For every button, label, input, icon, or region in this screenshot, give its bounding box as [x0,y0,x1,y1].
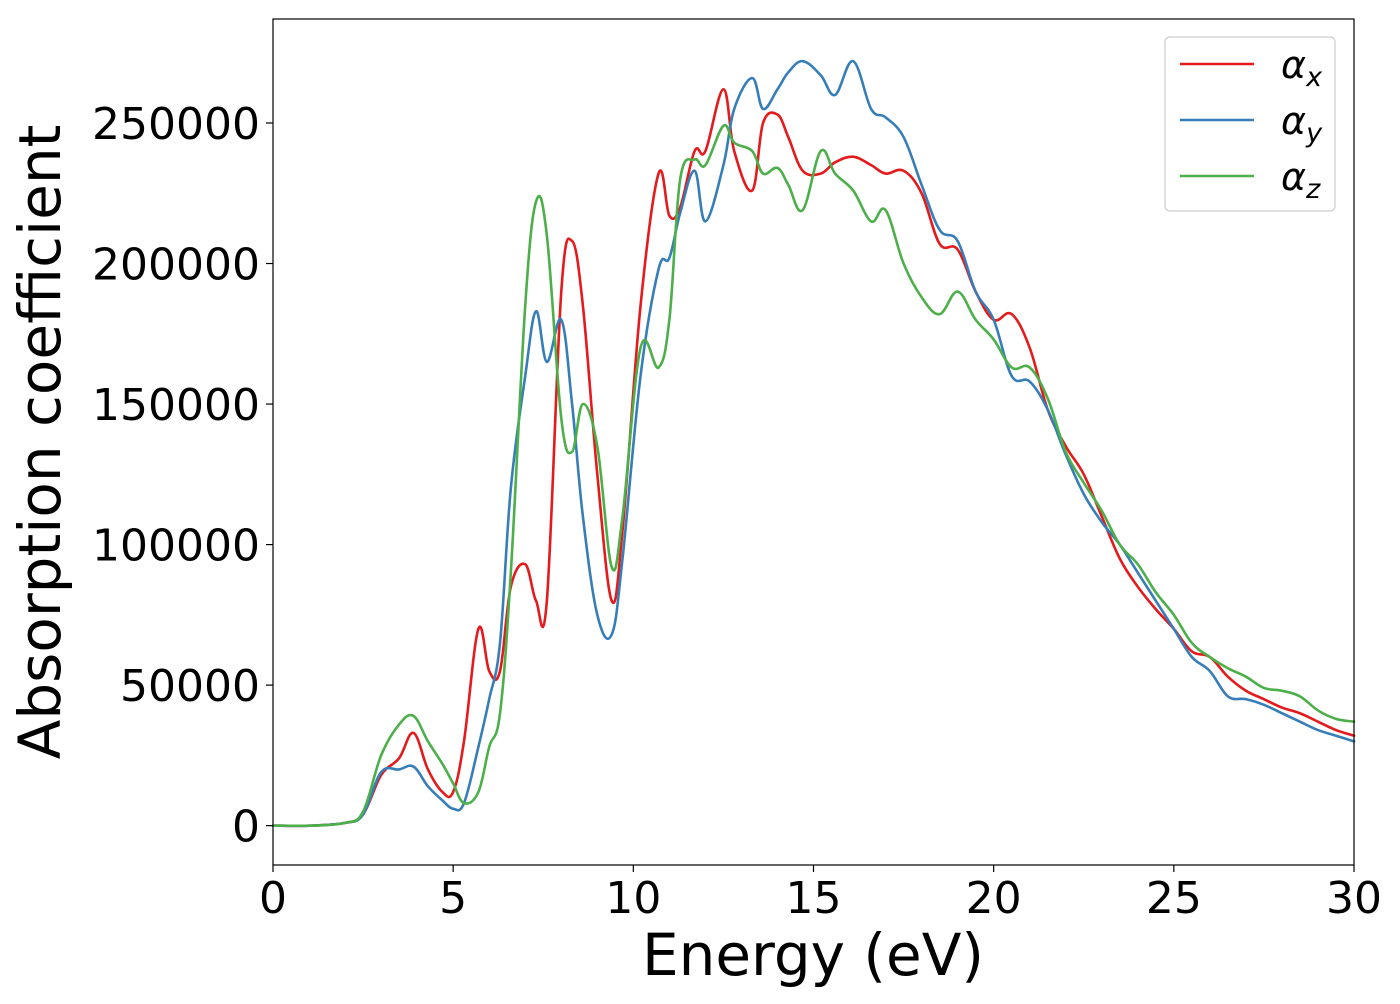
legend-label-alpha-x: αx [1281,43,1323,93]
legend-box [1164,36,1336,212]
y-tick-label: 200000 [92,240,260,291]
y-tick-label: 250000 [92,99,260,150]
x-axis-label: Energy (eV) [642,921,984,989]
series-layer [271,59,1356,828]
y-axis-label: Absorption coefficient [6,125,74,760]
y-tick-label: 50000 [120,661,260,712]
legend: αx αy αz [1164,36,1336,212]
x-tick-label: 10 [605,873,661,924]
legend-label-alpha-y: αy [1281,99,1323,149]
x-tick-label: 20 [966,873,1022,924]
x-tick-label: 5 [439,873,467,924]
series-line-alpha-y [271,59,1356,828]
series-line-alpha-x [271,87,1356,828]
x-tick-label: 25 [1146,873,1202,924]
legend-label-alpha-z: αz [1281,155,1321,205]
y-tick-label: 0 [232,802,260,853]
y-tick-label: 100000 [92,521,260,572]
x-tick-label: 30 [1326,873,1382,924]
x-tick-label: 15 [786,873,842,924]
y-axis-ticks: 0 50000 100000 150000 200000 250000 [92,99,273,853]
y-tick-label: 150000 [92,380,260,431]
series-line-alpha-z [271,123,1356,828]
x-axis-ticks: 0 5 10 15 20 25 30 [259,865,1382,924]
x-tick-label: 0 [259,873,287,924]
